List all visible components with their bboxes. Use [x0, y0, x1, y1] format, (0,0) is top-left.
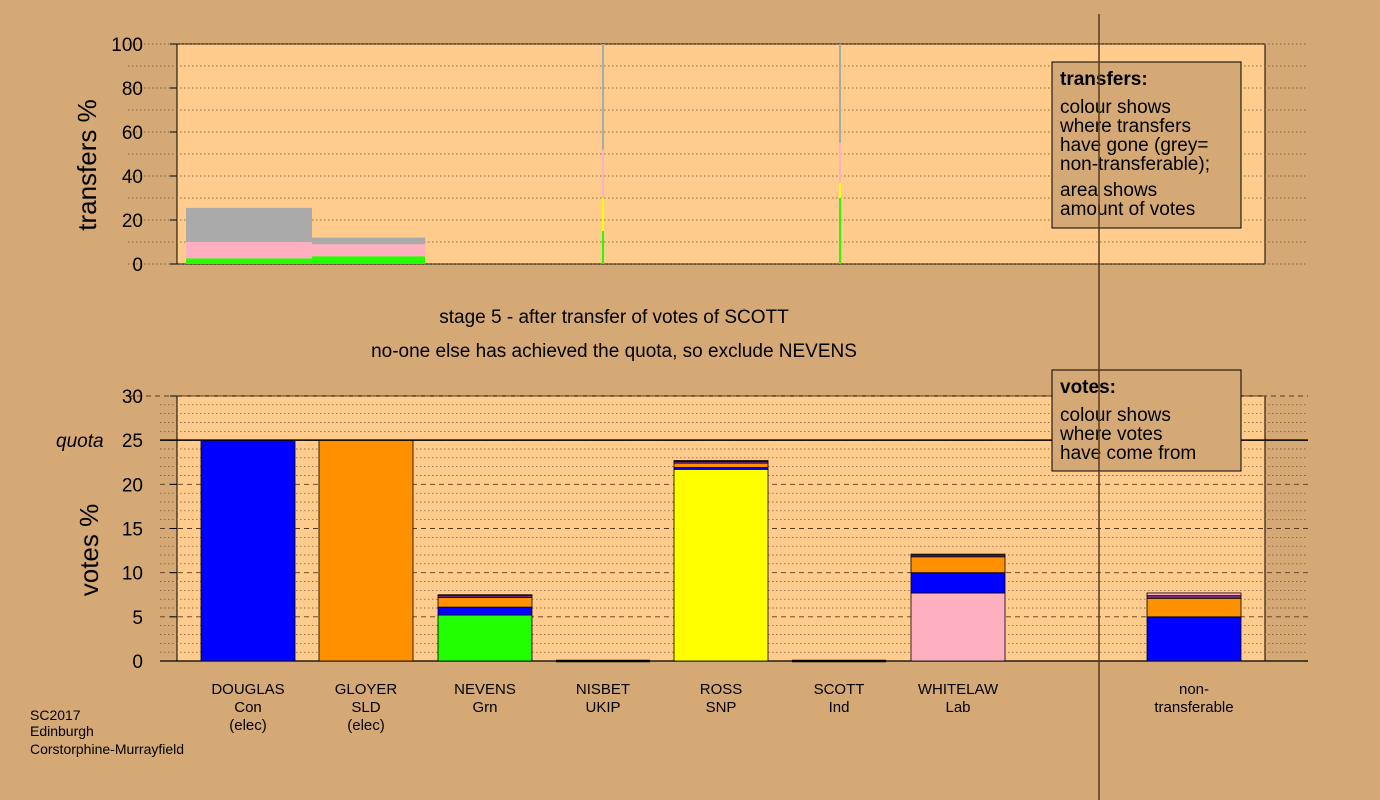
vote-bar-segment [437, 597, 533, 608]
transfer-spike-segment [839, 182, 841, 198]
transfer-spike-segment [839, 198, 841, 264]
votes-legend-title: votes: [1060, 377, 1116, 398]
footer-line: Corstorphine-Murrayfield [30, 741, 184, 757]
candidate-party: UKIP [585, 699, 620, 716]
votes-y-axis-title: votes % [74, 504, 104, 597]
vote-bar-segment [910, 592, 1006, 662]
vote-bar-segment [1146, 592, 1242, 597]
transfers-tick-label: 80 [122, 79, 143, 100]
stage-caption: stage 5 - after transfer of votes of SCO… [439, 307, 789, 328]
candidate-labels: DOUGLASCon(elec)GLOYERSLD(elec)NEVENSGrn… [211, 681, 1233, 734]
votes-legend-line: colour shows [1060, 405, 1171, 426]
votes-tick-label: 15 [122, 520, 143, 541]
vote-bar-segment [437, 594, 533, 597]
footer-line: Edinburgh [30, 723, 94, 739]
transfers-legend: transfers: colour shows where transfers … [1051, 61, 1242, 229]
candidate-party: Grn [472, 699, 497, 716]
transfers-legend-line: where transfers [1059, 116, 1191, 137]
vote-bar-segment [437, 614, 533, 662]
candidate-name: non- [1179, 681, 1209, 698]
candidate-party: Lab [945, 699, 970, 716]
transfers-tick-label: 20 [122, 211, 143, 232]
transfers-bars [186, 44, 841, 264]
transfer-bar-segment [312, 256, 425, 264]
transfers-y-axis-title: transfers % [72, 99, 102, 231]
transfer-spike-segment [839, 143, 841, 183]
transfers-y-ticks: 0 20 40 60 80 100 [111, 35, 177, 276]
votes-legend-line: where votes [1059, 424, 1162, 445]
transfers-legend-title: transfers: [1060, 69, 1148, 90]
vote-bar-segment [318, 439, 414, 662]
transfers-tick-label: 60 [122, 123, 143, 144]
candidate-party: Ind [829, 699, 850, 716]
transfers-tick-label: 40 [122, 167, 143, 188]
transfer-bar-segment [312, 237, 425, 245]
votes-tick-label: 20 [122, 475, 143, 496]
vote-bar-segment [910, 556, 1006, 574]
transfers-tick-label: 100 [111, 35, 143, 56]
vote-bar-segment [200, 439, 296, 662]
vote-bar-segment [673, 460, 769, 462]
transfers-legend-line: colour shows [1060, 97, 1171, 118]
votes-tick-label: 25 [122, 431, 143, 452]
transfers-legend-line: non-transferable); [1060, 154, 1210, 175]
transfer-spike-segment [602, 44, 604, 150]
transfers-legend-line: amount of votes [1060, 199, 1195, 220]
votes-legend-line: have come from [1060, 443, 1196, 464]
vote-bar-segment [673, 462, 769, 468]
transfers-legend-line: have gone (grey= [1060, 135, 1208, 156]
transfers-tick-label: 0 [132, 255, 143, 276]
transfer-spike-segment [839, 44, 841, 143]
vote-bar-segment [910, 553, 1006, 556]
votes-tick-label: 30 [122, 387, 143, 408]
candidate-name: DOUGLAS [211, 681, 284, 698]
transfer-spike-segment [602, 149, 604, 198]
candidate-party: Con [234, 699, 262, 716]
candidate-name: NEVENS [454, 681, 516, 698]
transfer-bar-segment [186, 258, 312, 264]
quota-label: quota [56, 431, 104, 452]
votes-tick-label: 0 [132, 652, 143, 673]
transfer-spike-segment [602, 231, 604, 264]
votes-legend: votes: colour shows where votes have com… [1051, 369, 1242, 472]
footer-line: SC2017 [30, 707, 81, 723]
candidate-status: (elec) [347, 717, 385, 734]
candidate-party: SLD [351, 699, 380, 716]
transfer-spike-segment [602, 198, 604, 231]
votes-tick-label: 10 [122, 564, 143, 585]
candidate-name: NISBET [576, 681, 630, 698]
transfers-panel: 0 20 40 60 80 100 transfers % transfers: colo… [72, 35, 1308, 276]
action-caption: no-one else has achieved the quota, so e… [371, 341, 857, 362]
candidate-status: (elec) [229, 717, 267, 734]
candidate-party: SNP [706, 699, 737, 716]
candidate-name: ROSS [700, 681, 743, 698]
vote-bar-segment [1146, 597, 1242, 618]
votes-legend-box [1051, 369, 1242, 472]
vote-bar-segment [910, 572, 1006, 594]
candidate-party: transferable [1154, 699, 1233, 716]
candidate-name: WHITELAW [918, 681, 999, 698]
vote-bar-segment [673, 468, 769, 662]
transfer-bar-segment [186, 242, 312, 259]
vote-bar-segment [437, 606, 533, 616]
transfer-bar-segment [186, 207, 312, 242]
votes-bars [200, 439, 1242, 663]
candidate-name: GLOYER [335, 681, 398, 698]
transfers-legend-line: area shows [1060, 180, 1157, 201]
votes-y-ticks: 0 5 10 15 20 25 30 [122, 387, 177, 673]
votes-tick-label: 5 [132, 608, 143, 629]
transfer-bar-segment [312, 244, 425, 257]
candidate-name: SCOTT [814, 681, 865, 698]
transfers-legend-box [1051, 61, 1242, 229]
vote-bar-segment [1146, 616, 1242, 662]
